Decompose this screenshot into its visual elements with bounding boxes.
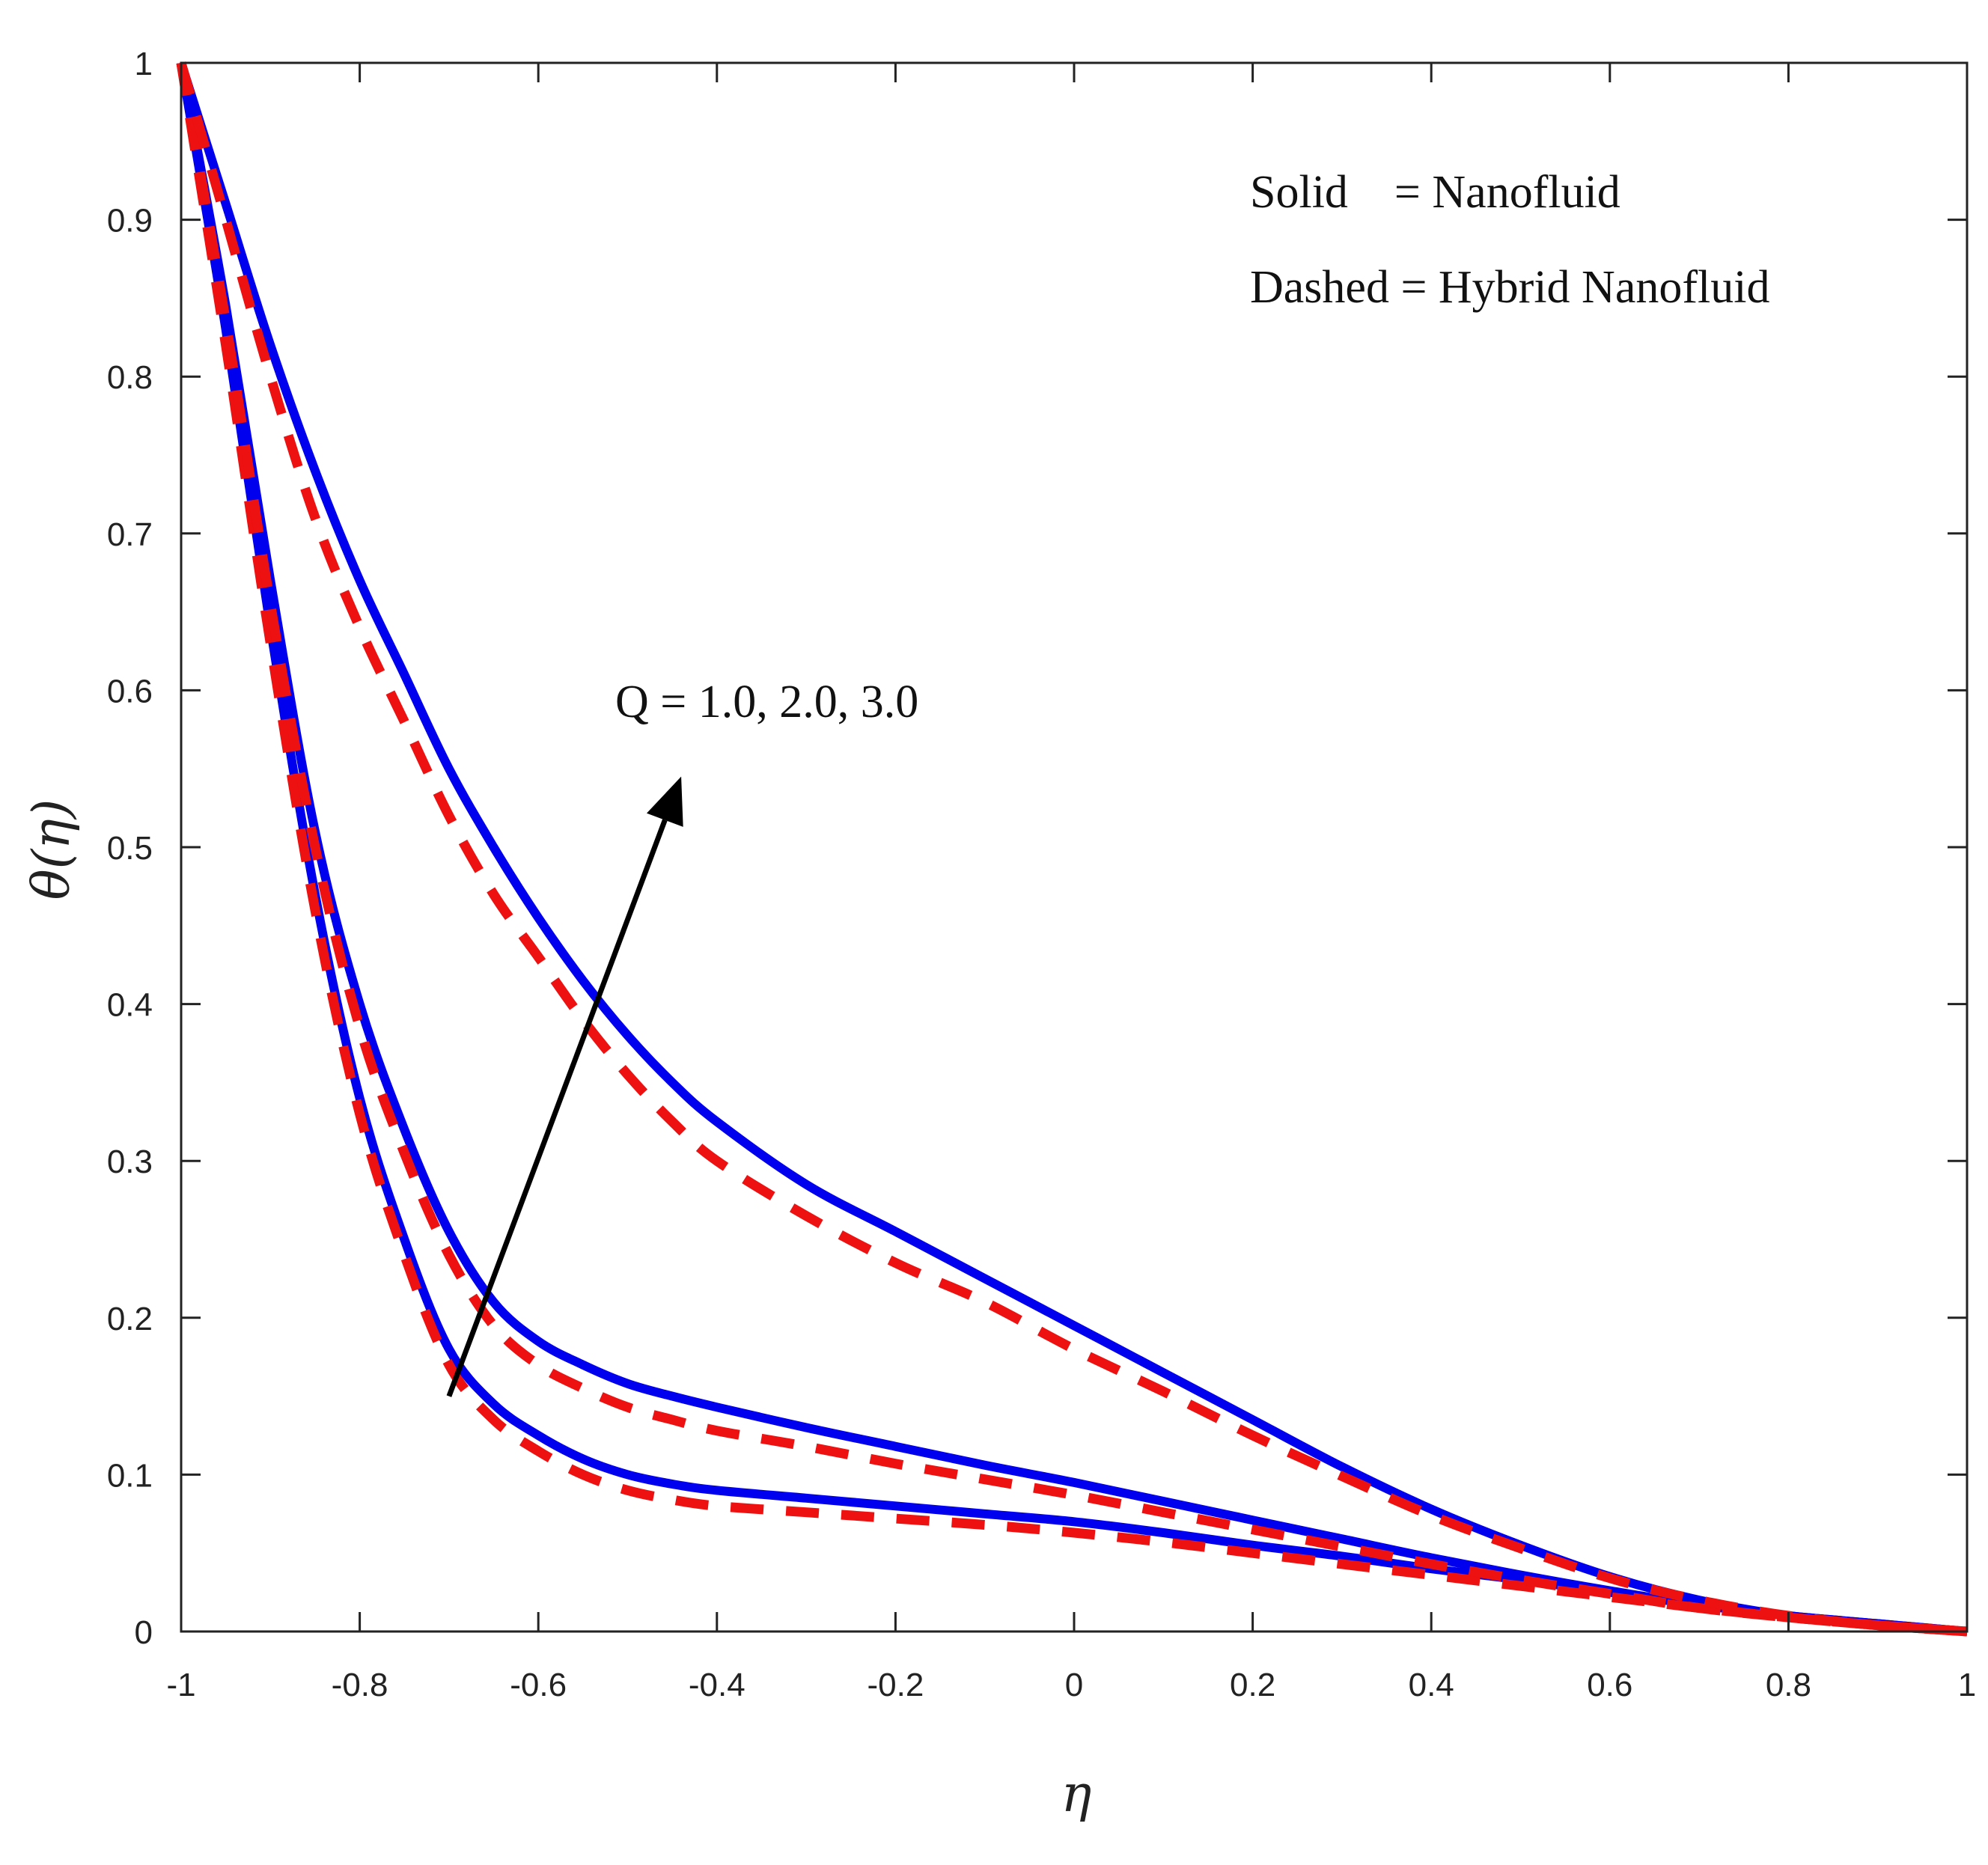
x-tick-label: -0.2: [867, 1667, 924, 1703]
dashed-series-1: [176, 61, 1968, 1637]
annotation-layer: Q = 1.0, 2.0, 3.0: [446, 677, 918, 1397]
y-tick-label: 0.8: [107, 359, 153, 396]
y-tick-label: 0: [135, 1614, 153, 1651]
y-tick-label: 0.2: [107, 1301, 153, 1337]
y-axis-title: θ(η): [22, 799, 82, 900]
q-arrow-head: [646, 776, 683, 827]
x-tick-label: 0.2: [1230, 1667, 1275, 1703]
x-tick-label: -0.8: [332, 1667, 388, 1703]
y-tick-label: 1: [135, 46, 153, 82]
dashed-series-2: [176, 61, 1968, 1637]
y-tick-label: 0.3: [107, 1144, 153, 1180]
x-tick-label: -0.4: [689, 1667, 746, 1703]
x-tick-label: -1: [166, 1667, 195, 1703]
y-tick-label: 0.6: [107, 673, 153, 709]
x-axis-title: η: [1061, 1765, 1092, 1824]
y-tick-label: 0.1: [107, 1457, 153, 1494]
y-tick-label: 0.4: [107, 987, 153, 1024]
dashed-series-3: [176, 61, 1968, 1637]
x-tick-label: 0.8: [1766, 1667, 1811, 1703]
x-tick-label: 0: [1065, 1667, 1083, 1703]
series-layer: [176, 61, 1968, 1637]
y-tick-label: 0.9: [107, 203, 153, 239]
x-tick-label: 1: [1958, 1667, 1976, 1703]
y-tick-label: 0.5: [107, 830, 153, 867]
y-tick-label: 0.7: [107, 516, 153, 553]
tick-layer: -1 -0.8 -0.6 -0.4 -0.2 0 0.2 0.4 0.6 0.8 1 0 0.1 0.2 0…: [107, 46, 1976, 1703]
legend-solid-label: Solid = Nanofluid: [1250, 167, 1620, 218]
x-tick-label: 0.6: [1587, 1667, 1632, 1703]
x-tick-label: -0.6: [510, 1667, 567, 1703]
legend-dashed-label: Dashed = Hybrid Nanofluid: [1250, 262, 1769, 313]
q-arrow-shaft: [446, 819, 668, 1397]
legend: Solid = Nanofluid Dashed = Hybrid Nanofl…: [1250, 167, 1769, 313]
x-tick-label: 0.4: [1409, 1667, 1454, 1703]
q-annotation-label: Q = 1.0, 2.0, 3.0: [615, 677, 918, 727]
